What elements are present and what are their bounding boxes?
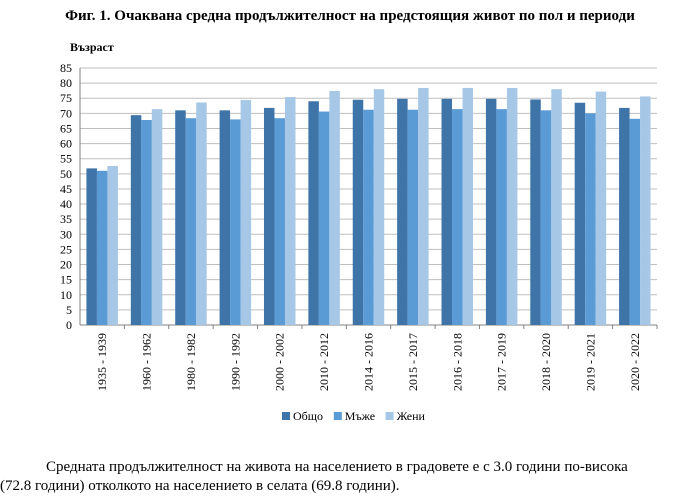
x-tick-label: 2010 - 2012 xyxy=(317,333,331,391)
x-tick-label: 1960 - 1962 xyxy=(140,333,154,391)
bar xyxy=(640,96,651,325)
bar xyxy=(86,168,97,325)
bar xyxy=(107,165,118,325)
bar xyxy=(240,100,252,325)
bar xyxy=(462,87,474,325)
y-tick-label: 60 xyxy=(60,137,72,151)
x-tick-label: 2018 - 2020 xyxy=(539,333,553,391)
commentary-line-2: (72.8 години) отколкото на населението в… xyxy=(0,478,400,494)
y-tick-label: 15 xyxy=(60,273,72,287)
y-tick-label: 25 xyxy=(60,242,72,256)
bar xyxy=(230,119,241,326)
y-tick-label: 70 xyxy=(60,106,72,120)
bar xyxy=(130,115,142,326)
y-tick-label: 45 xyxy=(60,182,72,196)
bar xyxy=(263,107,275,326)
bar xyxy=(141,120,152,326)
bar xyxy=(185,118,197,326)
bar xyxy=(595,91,607,325)
y-tick-label: 0 xyxy=(66,318,72,332)
y-tick-label: 80 xyxy=(60,76,72,90)
bar xyxy=(284,97,296,325)
bar xyxy=(274,118,285,326)
bar xyxy=(506,87,518,325)
y-tick-label: 35 xyxy=(60,212,72,226)
x-tick-label: 2020 - 2022 xyxy=(628,333,642,391)
x-tick-label: 2019 - 2021 xyxy=(583,333,597,391)
bar xyxy=(397,98,408,325)
bar xyxy=(452,109,463,326)
bar xyxy=(619,107,630,326)
x-tick-label: 1980 - 1982 xyxy=(184,333,198,391)
x-tick-label: 2016 - 2018 xyxy=(450,333,464,391)
bar xyxy=(175,110,186,326)
y-tick-label: 75 xyxy=(60,91,72,105)
y-tick-label: 40 xyxy=(60,197,72,211)
legend-label: Мъже xyxy=(345,409,375,423)
bar xyxy=(363,109,374,326)
bar xyxy=(151,109,163,326)
y-axis-label: Възраст xyxy=(70,40,114,54)
x-tick-label: 1935 - 1939 xyxy=(95,333,109,391)
bar xyxy=(441,98,453,325)
y-tick-label: 50 xyxy=(60,167,72,181)
bar xyxy=(485,98,497,325)
bar xyxy=(574,102,586,325)
y-tick-label: 20 xyxy=(60,258,72,272)
legend-swatch xyxy=(385,412,394,420)
bar xyxy=(308,101,319,326)
bar xyxy=(352,99,364,325)
y-tick-label: 65 xyxy=(60,121,72,135)
y-tick-label: 5 xyxy=(66,303,72,317)
legend-swatch xyxy=(333,412,342,420)
bar xyxy=(96,170,108,325)
bar xyxy=(551,89,562,325)
bar xyxy=(318,111,330,326)
legend-label: Общо xyxy=(293,409,323,423)
x-tick-label: 2017 - 2019 xyxy=(495,333,509,391)
bar xyxy=(219,110,231,326)
x-tick-label: 2000 - 2002 xyxy=(273,333,287,391)
chart-title: Фиг. 1. Очаквана средна продължителност … xyxy=(65,8,635,24)
bar xyxy=(496,109,507,326)
y-tick-label: 85 xyxy=(60,61,72,75)
bar xyxy=(418,87,429,325)
y-tick-label: 55 xyxy=(60,152,72,166)
x-tick-label: 2015 - 2017 xyxy=(406,333,420,391)
bar xyxy=(540,110,552,326)
bar xyxy=(407,109,419,326)
commentary-line-1: Средната продължителност на живота на на… xyxy=(46,459,628,475)
legend-swatch xyxy=(282,412,290,420)
legend-label: Жени xyxy=(397,409,426,423)
bar xyxy=(530,99,541,325)
y-tick-label: 10 xyxy=(60,288,72,302)
commentary-paragraph: Средната продължителност на живота на на… xyxy=(0,458,700,496)
bar xyxy=(585,113,596,326)
bar xyxy=(329,90,340,325)
x-tick-label: 1990 - 1992 xyxy=(228,333,242,391)
x-tick-label: 2014 - 2016 xyxy=(362,333,376,391)
bar xyxy=(196,102,207,326)
bar xyxy=(629,118,641,326)
y-tick-label: 30 xyxy=(60,227,72,241)
bar xyxy=(373,89,385,325)
